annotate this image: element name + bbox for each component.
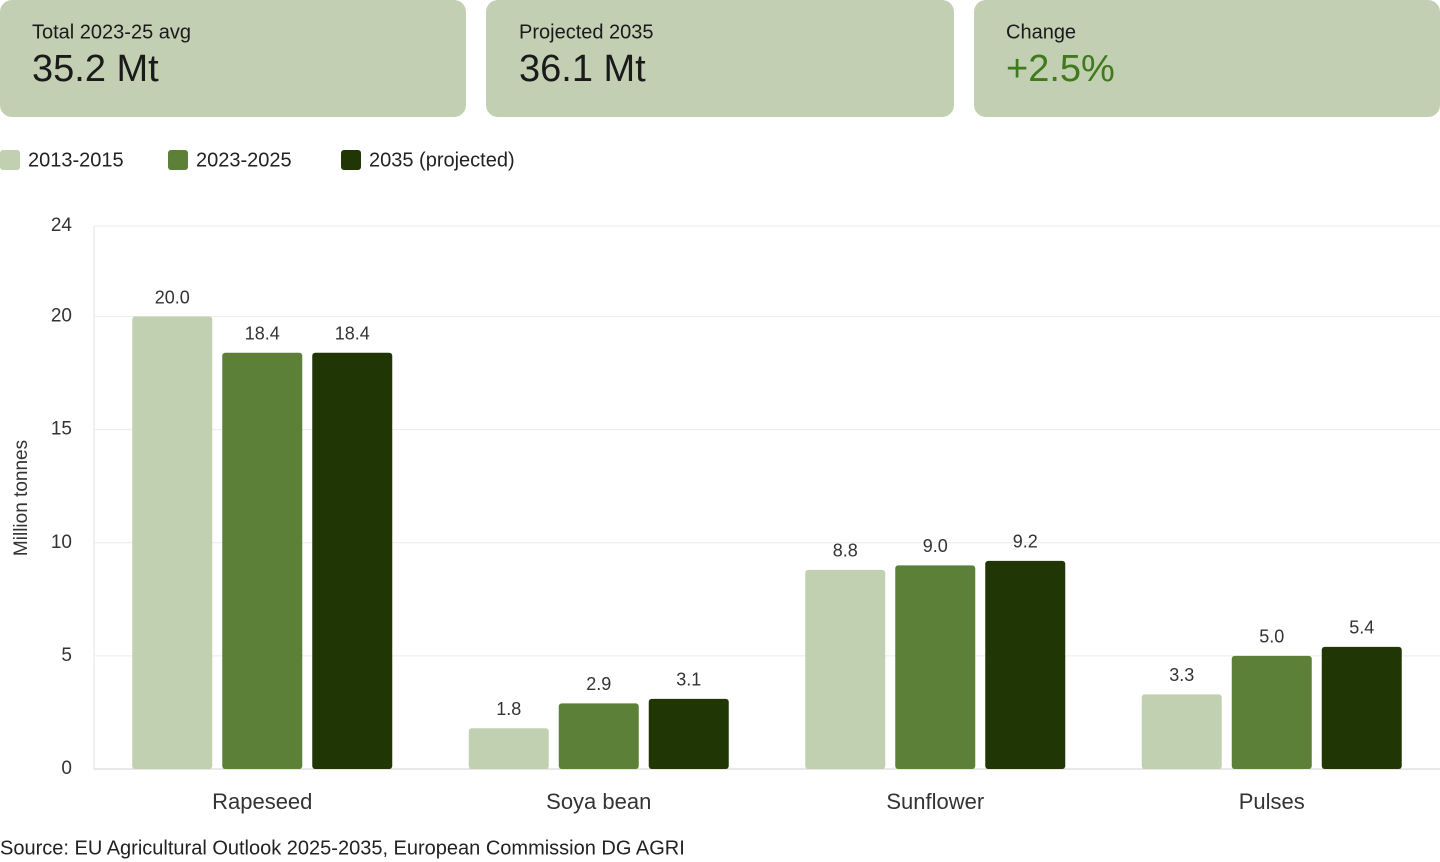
kpi-value: 35.2 Mt	[32, 48, 159, 90]
bar	[222, 352, 303, 769]
bar	[132, 316, 213, 769]
kpi-value: +2.5%	[1006, 48, 1115, 90]
y-tick-label: 0	[61, 758, 72, 779]
legend-label: 2013-2015	[28, 149, 124, 171]
x-tick-label: Sunflower	[886, 789, 984, 814]
kpi-label: Total 2023-25 avg	[32, 21, 191, 43]
y-tick-label: 5	[61, 645, 72, 666]
legend-swatch	[341, 150, 361, 170]
bar	[1321, 646, 1402, 769]
legend-swatch	[168, 150, 188, 170]
legend-label: 2023-2025	[196, 149, 292, 171]
value-label: 5.4	[1349, 618, 1374, 638]
value-label: 3.1	[676, 670, 701, 690]
kpi-label: Projected 2035	[519, 21, 654, 43]
bar	[648, 698, 729, 769]
x-tick-label: Pulses	[1239, 789, 1305, 814]
kpi-card	[486, 0, 954, 117]
y-tick-label: 15	[51, 419, 72, 440]
x-tick-label: Rapeseed	[212, 789, 312, 814]
value-label: 20.0	[155, 287, 190, 307]
bar	[468, 728, 549, 769]
value-label: 8.8	[833, 541, 858, 561]
value-label: 2.9	[586, 674, 611, 694]
bar	[1231, 655, 1312, 769]
bar	[1141, 694, 1222, 769]
kpi-value: 36.1 Mt	[519, 48, 646, 90]
value-label: 1.8	[496, 699, 521, 719]
value-label: 5.0	[1259, 627, 1284, 647]
kpi-card	[974, 0, 1440, 117]
value-label: 9.0	[923, 536, 948, 556]
y-tick-label: 10	[51, 532, 72, 553]
y-tick-label: 20	[51, 306, 72, 327]
legend-label: 2035 (projected)	[369, 149, 515, 171]
y-tick-label: 24	[51, 215, 73, 236]
value-label: 18.4	[335, 323, 370, 343]
kpi-label: Change	[1006, 21, 1076, 43]
value-label: 18.4	[245, 323, 280, 343]
legend-swatch	[0, 150, 20, 170]
kpi-card	[0, 0, 466, 117]
y-axis-title: Million tonnes	[11, 440, 32, 556]
x-tick-label: Soya bean	[546, 789, 651, 814]
value-label: 3.3	[1169, 665, 1194, 685]
bar	[312, 352, 393, 769]
value-label: 9.2	[1013, 532, 1038, 552]
bar	[895, 565, 976, 769]
bar	[558, 703, 639, 769]
bar	[805, 569, 886, 769]
source: Source: EU Agricultural Outlook 2025-203…	[0, 837, 685, 859]
bar	[985, 560, 1066, 769]
